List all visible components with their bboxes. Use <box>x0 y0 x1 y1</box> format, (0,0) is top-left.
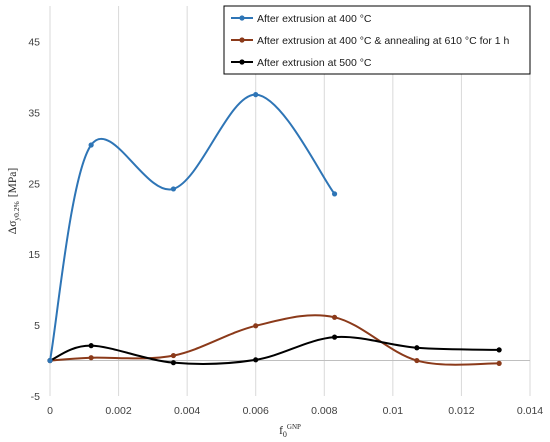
y-tick-label: 25 <box>28 178 40 190</box>
y-axis-label-sub: y0.2% <box>12 201 21 220</box>
x-tick-label: 0.014 <box>517 405 543 417</box>
data-point <box>331 334 338 340</box>
data-point <box>414 345 420 351</box>
legend-item: After extrusion at 500 °C <box>231 57 372 69</box>
y-tick-label: 5 <box>34 320 40 332</box>
x-tick-label: 0.006 <box>243 405 269 417</box>
legend-item: After extrusion at 400 °C <box>231 13 372 25</box>
series-layer <box>47 92 502 366</box>
data-point <box>47 357 53 364</box>
legend-box <box>223 5 531 75</box>
x-axis-label-sup: GNP <box>287 423 301 431</box>
x-axis-label: f0GNP <box>279 423 301 439</box>
x-axis-label-sub: 0 <box>283 430 287 439</box>
legend-item: After extrusion at 400 °C & annealing at… <box>231 35 510 47</box>
data-point <box>170 360 177 366</box>
series-2 <box>47 314 502 366</box>
y-axis-label: Δσy0.2% [MPa] <box>7 168 21 234</box>
x-tick-label: 0.012 <box>448 405 474 417</box>
y-tick-label: 35 <box>28 107 40 119</box>
y-tick-label: 45 <box>28 36 40 48</box>
data-point <box>331 191 338 197</box>
legend-label: After extrusion at 400 °C & annealing at… <box>257 35 510 47</box>
x-tick-label: 0.004 <box>174 405 200 417</box>
data-point <box>253 92 259 98</box>
data-point <box>88 142 94 148</box>
data-point <box>88 355 94 361</box>
legend: After extrusion at 400 °C After extrusion… <box>223 5 531 75</box>
x-tick-label: 0.01 <box>383 405 404 417</box>
data-point <box>496 360 502 366</box>
data-point <box>253 357 259 363</box>
data-point <box>253 323 259 329</box>
x-tick-label: 0.002 <box>105 405 131 417</box>
legend-label: After extrusion at 400 °C <box>257 13 372 25</box>
data-point <box>331 314 338 320</box>
legend-swatch-marker <box>239 37 245 43</box>
x-axis-label-main: f <box>279 425 283 437</box>
y-axis-label-main: Δσ <box>7 220 19 234</box>
legend-swatch-marker <box>239 59 245 65</box>
series-line <box>49 335 501 365</box>
y-tick-label: -5 <box>31 391 40 403</box>
series-line <box>49 314 501 366</box>
data-point <box>496 347 502 353</box>
data-point <box>170 186 177 192</box>
data-point <box>88 343 94 349</box>
data-point <box>414 357 420 364</box>
x-axis-ticks: 0 0.002 0.004 0.006 0.008 0.01 0.012 0.014 <box>47 405 543 417</box>
legend-label: After extrusion at 500 °C <box>257 57 372 69</box>
y-axis-label-unit: [MPa] <box>7 168 19 197</box>
y-axis-ticks: -5 5 15 25 35 45 <box>28 36 40 403</box>
legend-swatch-marker <box>239 15 245 21</box>
y-tick-label: 15 <box>28 249 40 261</box>
series-1 <box>47 92 338 364</box>
data-point <box>170 352 177 359</box>
series-line <box>49 93 336 362</box>
x-tick-label: 0 <box>47 405 53 417</box>
x-tick-label: 0.008 <box>311 405 337 417</box>
